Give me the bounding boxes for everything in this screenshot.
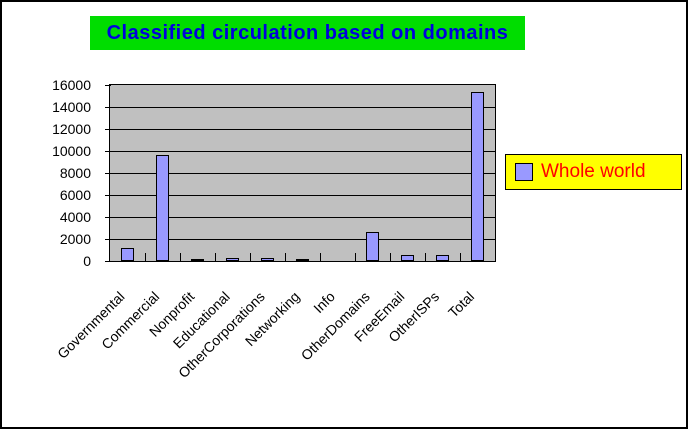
x-axis-label: Commercial [98,288,163,353]
x-axis-tick [180,253,181,261]
bar [261,258,274,261]
x-axis-tick [145,253,146,261]
y-axis-label: 4000 [59,209,91,225]
plot-area [109,84,496,262]
x-axis-tick [320,253,321,261]
x-axis-tick [460,253,461,261]
x-axis-tick [215,253,216,261]
bar [121,248,134,261]
x-axis-label: Educational [169,288,233,352]
bar [401,255,414,261]
legend-label: Whole world [541,161,646,182]
gridline [110,151,495,152]
bar [296,259,309,261]
bar [191,259,204,261]
x-axis-label: OtherISPs [385,288,443,346]
y-axis-label: 2000 [59,231,91,247]
x-axis-label: Nonprofit [146,288,198,340]
x-axis-tick [285,253,286,261]
x-axis-label: OtherDomains [297,288,373,364]
x-axis-label: FreeEmail [351,288,408,345]
x-axis-label: Total [445,288,478,321]
y-axis-label: 8000 [59,165,91,181]
x-axis-label: Governmental [54,288,128,362]
gridline [110,107,495,108]
gridline [110,239,495,240]
x-axis-tick [425,253,426,261]
x-axis-label: Info [309,288,338,317]
bar [436,255,449,261]
x-axis-tick [355,253,356,261]
x-axis-label: Networking [241,288,303,350]
legend: Whole world [505,154,682,190]
chart-title: Classified circulation based on domains [90,16,525,50]
bar [471,92,484,261]
gridline [110,129,495,130]
bar [226,258,239,261]
gridline [110,217,495,218]
x-axis-label: OtherCorporations [174,288,268,382]
y-axis-label: 14000 [52,99,91,115]
y-axis-label: 0 [83,253,91,269]
x-axis-tick [390,253,391,261]
bar [366,232,379,261]
y-axis-label: 6000 [59,187,91,203]
legend-swatch-icon [515,163,533,181]
y-axis-label: 16000 [52,77,91,93]
gridline [110,173,495,174]
gridline [110,195,495,196]
x-axis-tick [250,253,251,261]
bar [156,155,169,261]
y-axis-label: 10000 [52,143,91,159]
y-axis-label: 12000 [52,121,91,137]
